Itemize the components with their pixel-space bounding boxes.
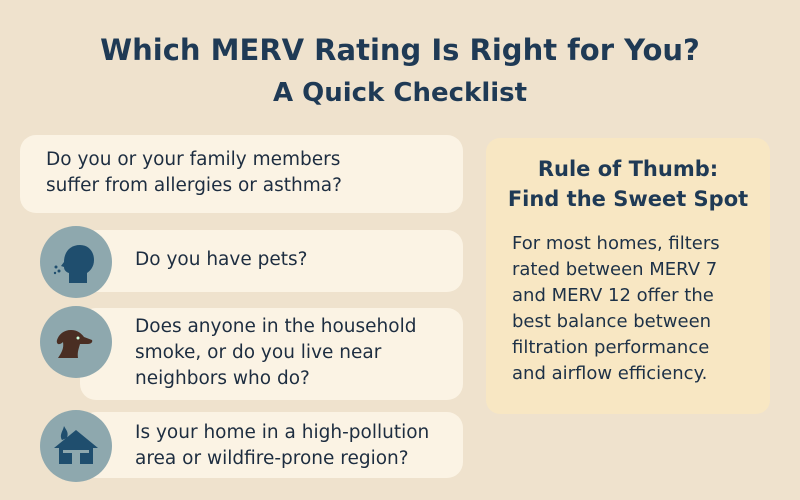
rule-heading-line2: Find the Sweet Spot — [507, 187, 749, 211]
question-text: Do you or your family members suffer fro… — [46, 149, 342, 196]
checklist-item-pollution: Is your home in a high-pollution area or… — [80, 412, 463, 478]
checklist-item-pets: Do you have pets? — [80, 230, 463, 292]
person-breathing-icon — [40, 226, 112, 298]
rule-of-thumb-box: Rule of Thumb: Find the Sweet Spot For mo… — [486, 138, 770, 414]
rule-heading: Rule of Thumb: Find the Sweet Spot — [486, 154, 770, 214]
page-title: Which MERV Rating Is Right for You? — [100, 33, 700, 67]
question-text: Does anyone in the household smoke, or d… — [135, 316, 417, 389]
dog-icon — [40, 306, 112, 378]
rule-body: For most homes, filters rated between ME… — [512, 233, 720, 384]
checklist-item-smoke: Does anyone in the household smoke, or d… — [80, 308, 463, 400]
question-text: Is your home in a high-pollution area or… — [135, 422, 430, 469]
checklist-item-allergies: Do you or your family members suffer fro… — [20, 135, 463, 213]
question-text: Do you have pets? — [135, 249, 308, 270]
page-subtitle: A Quick Checklist — [272, 78, 528, 108]
rule-heading-line1: Rule of Thumb: — [537, 157, 719, 181]
house-fire-icon — [40, 410, 112, 482]
